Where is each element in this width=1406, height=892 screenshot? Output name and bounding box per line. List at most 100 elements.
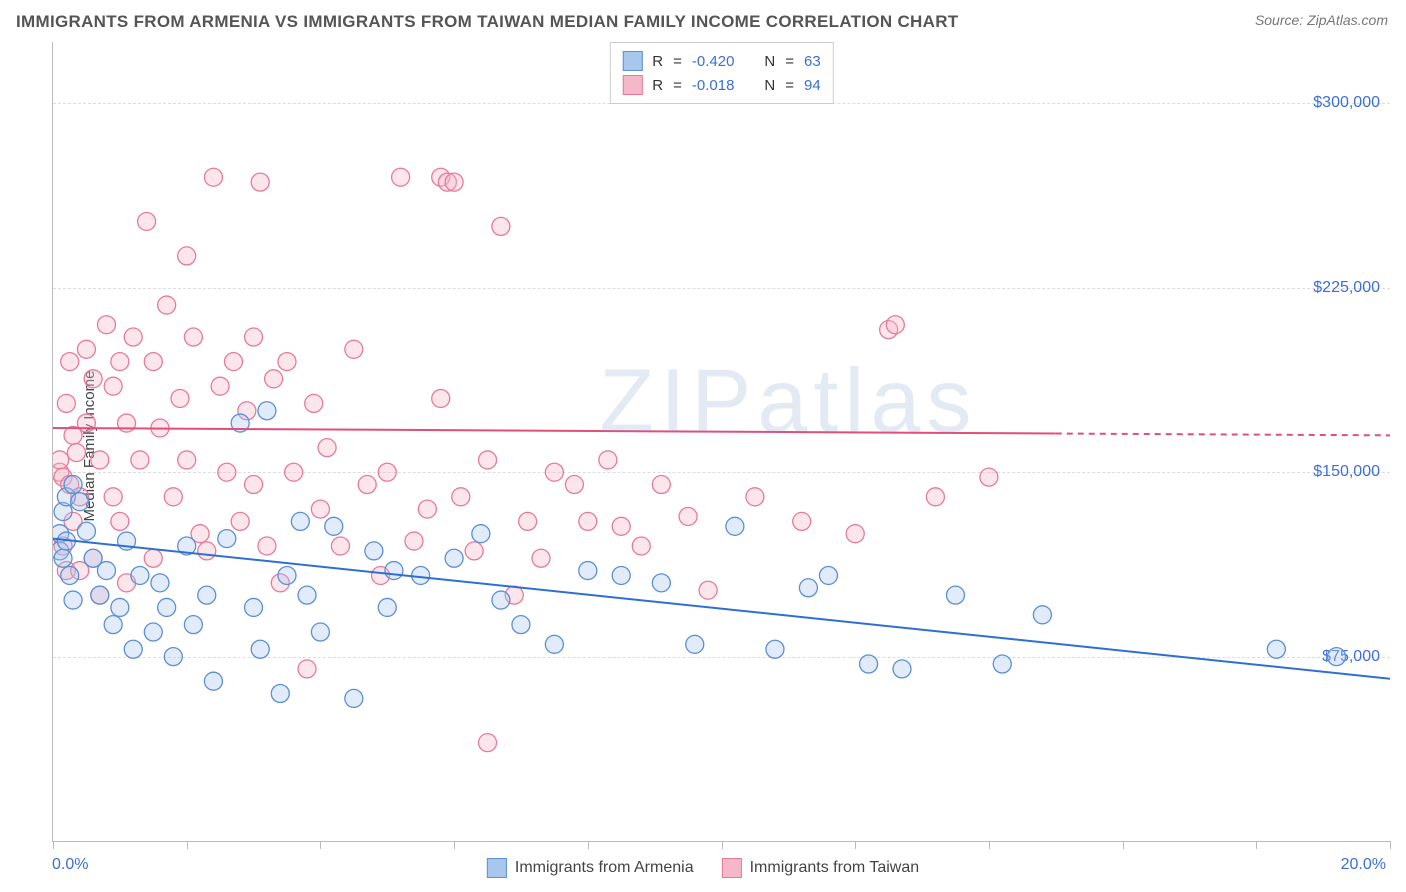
data-point [278,353,296,371]
data-point [184,616,202,634]
data-point [198,542,216,560]
data-point [111,353,129,371]
data-point [111,598,129,616]
data-point [245,476,263,494]
data-point [766,640,784,658]
data-point [124,328,142,346]
correlation-legend: R = -0.420 N = 63 R = -0.018 N = 94 [609,42,833,104]
data-point [104,616,122,634]
data-point [652,476,670,494]
data-point [1033,606,1051,624]
legend-label-1: Immigrants from Armenia [515,859,694,877]
data-point [479,734,497,752]
plot-area: R = -0.420 N = 63 R = -0.018 N = 94 ZIPa… [52,42,1390,842]
data-point [378,598,396,616]
data-point [104,377,122,395]
regression-line [53,428,1056,434]
data-point [472,525,490,543]
data-point [184,328,202,346]
data-point [204,672,222,690]
data-point [445,549,463,567]
data-point [77,340,95,358]
n-label: N [764,53,775,70]
data-point [84,370,102,388]
data-point [258,537,276,555]
source-label: Source: [1255,12,1303,28]
data-point [893,660,911,678]
data-point [612,517,630,535]
data-point [285,463,303,481]
data-point [378,463,396,481]
data-point [91,451,109,469]
r-label-2: R [652,77,663,94]
data-point [325,517,343,535]
data-point [445,173,463,191]
data-point [164,648,182,666]
data-point [358,476,376,494]
n-value-1: 63 [804,53,821,70]
data-point [1267,640,1285,658]
data-point [686,635,704,653]
r-value-2: -0.018 [692,77,735,94]
data-point [57,394,75,412]
data-point [111,512,129,530]
data-point [545,635,563,653]
data-point [305,394,323,412]
swatch-series-1 [622,51,642,71]
data-point [251,640,269,658]
data-point [311,500,329,518]
data-point [258,402,276,420]
data-point [679,507,697,525]
data-point [138,212,156,230]
data-point [64,591,82,609]
eq-label-3: = [673,77,682,94]
data-point [652,574,670,592]
data-point [151,574,169,592]
data-point [545,463,563,481]
data-point [980,468,998,486]
x-tick [1390,841,1391,849]
data-point [104,488,122,506]
data-point [993,655,1011,673]
x-tick [722,841,723,849]
data-point [465,542,483,560]
data-point [171,389,189,407]
data-point [579,562,597,580]
data-point [432,389,450,407]
data-point [946,586,964,604]
x-tick [1256,841,1257,849]
data-point [91,586,109,604]
data-point [144,623,162,641]
scatter-plot [53,42,1390,841]
x-tick [454,841,455,849]
data-point [271,684,289,702]
data-point [345,689,363,707]
data-point [612,566,630,584]
chart-title: IMMIGRANTS FROM ARMENIA VS IMMIGRANTS FR… [16,12,958,32]
data-point [886,316,904,334]
data-point [204,168,222,186]
data-point [231,512,249,530]
data-point [793,512,811,530]
data-point [1328,648,1346,666]
eq-label-2: = [785,53,794,70]
x-tick [320,841,321,849]
legend-swatch-2 [722,858,742,878]
x-tick [588,841,589,849]
data-point [331,537,349,555]
data-point [245,328,263,346]
data-point [178,451,196,469]
data-point [251,173,269,191]
r-label: R [652,53,663,70]
x-axis-max-label: 20.0% [1341,856,1386,874]
data-point [64,476,82,494]
x-tick [989,841,990,849]
source-attribution: Source: ZipAtlas.com [1255,12,1388,28]
data-point [298,660,316,678]
data-point [131,566,149,584]
data-point [77,522,95,540]
chart-container: IMMIGRANTS FROM ARMENIA VS IMMIGRANTS FR… [0,0,1406,892]
data-point [385,562,403,580]
data-point [53,451,69,469]
data-point [144,353,162,371]
